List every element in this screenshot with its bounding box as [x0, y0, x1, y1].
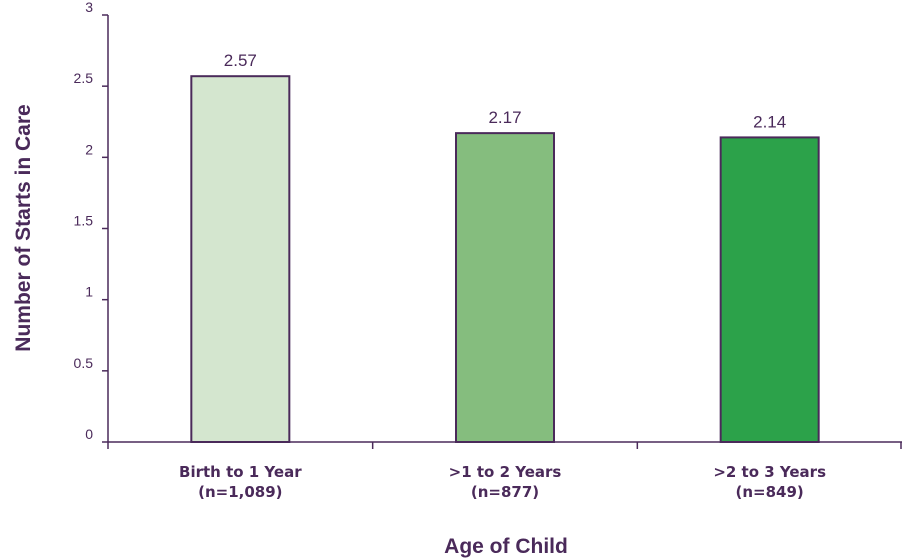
data-label-1: 2.57 — [224, 51, 257, 70]
category-label-1-line-1: Birth to 1 Year — [179, 463, 302, 481]
category-label-2-line-1: >1 to 2 Years — [449, 463, 562, 481]
y-tick-label-1: 0.5 — [74, 355, 94, 371]
labels-group: 2.57 Birth to 1 Year (n=1,089) 2.17 >1 to 2 … — [74, 0, 827, 501]
category-label-3-line-2: (n=849) — [736, 483, 804, 501]
y-tick-label-0: 0 — [85, 426, 93, 442]
y-axis-title: Number of Starts in Care — [12, 104, 35, 351]
y-tick-label-6: 3 — [85, 0, 93, 15]
bar-2 — [455, 132, 555, 444]
data-label-2: 2.17 — [488, 108, 521, 127]
data-label-3: 2.14 — [753, 112, 786, 131]
category-label-2-line-2: (n=877) — [471, 483, 539, 501]
bar-1 — [190, 75, 291, 443]
y-tick-label-3: 1.5 — [74, 213, 94, 229]
x-axis-title: Age of Child — [444, 535, 568, 558]
bars-group — [190, 75, 820, 444]
y-tick-label-5: 2.5 — [74, 70, 94, 86]
category-label-3-line-1: >2 to 3 Years — [713, 463, 826, 481]
bar-3 — [719, 136, 820, 443]
axes-group — [102, 14, 902, 449]
y-tick-label-2: 1 — [85, 284, 93, 300]
category-label-1-line-2: (n=1,089) — [198, 483, 282, 501]
y-tick-label-4: 2 — [85, 141, 93, 157]
